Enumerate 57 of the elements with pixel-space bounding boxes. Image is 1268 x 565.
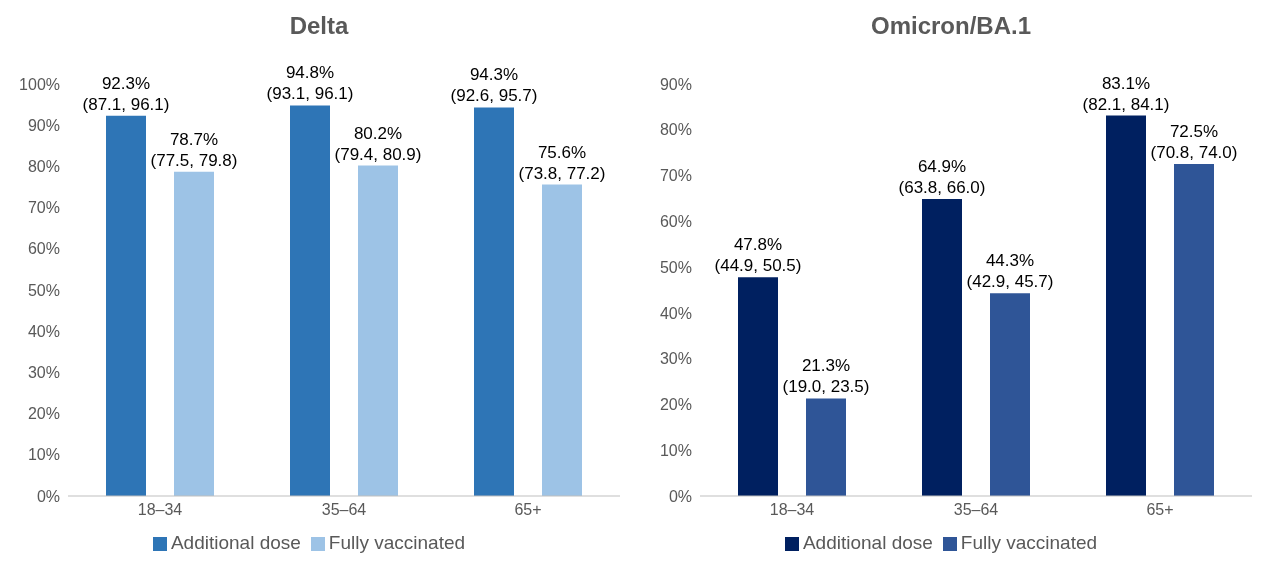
- y-tick-label: 80%: [27, 158, 60, 176]
- legend-label: Fully vaccinated: [960, 532, 1098, 553]
- y-tick-label: 70%: [659, 167, 692, 185]
- y-tick-label: 50%: [27, 281, 60, 299]
- y-tick-label: 10%: [27, 446, 60, 464]
- x-tick-label: 35–64: [321, 501, 367, 519]
- x-tick-label: 65+: [514, 501, 542, 519]
- x-tick-label: 65+: [1146, 501, 1174, 519]
- data-label: 83.1% (82.1, 84.1): [1082, 73, 1170, 114]
- bar: [806, 398, 846, 496]
- y-tick-label: 0%: [668, 487, 692, 505]
- legend-label: Additional dose: [170, 532, 301, 553]
- chart-title: Omicron/BA.1: [870, 11, 1032, 41]
- bar: [1174, 164, 1214, 496]
- y-tick-label: 90%: [27, 116, 60, 134]
- bar: [358, 165, 398, 496]
- y-tick-label: 40%: [27, 322, 60, 340]
- bar: [922, 198, 962, 496]
- bar: [990, 293, 1030, 496]
- y-tick-label: 30%: [27, 364, 60, 382]
- y-tick-label: 60%: [27, 240, 60, 258]
- y-tick-label: 80%: [659, 121, 692, 139]
- y-tick-label: 100%: [19, 75, 60, 93]
- bar: [174, 171, 214, 496]
- data-label: 94.3% (92.6, 95.7): [450, 65, 538, 106]
- bar: [106, 115, 146, 496]
- data-label: 75.6% (73.8, 77.2): [518, 142, 606, 183]
- data-label: 94.8% (93.1, 96.1): [266, 63, 354, 104]
- y-tick-label: 20%: [27, 405, 60, 423]
- data-label: 78.7% (77.5, 79.8): [150, 129, 238, 170]
- y-tick-label: 40%: [659, 304, 692, 322]
- data-label: 80.2% (79.4, 80.9): [334, 123, 422, 164]
- legend-label: Additional dose: [802, 532, 933, 553]
- data-label: 21.3% (19.0, 23.5): [782, 356, 870, 397]
- y-tick-label: 50%: [659, 258, 692, 276]
- x-tick-label: 18–34: [769, 501, 815, 519]
- chart-title: Delta: [288, 11, 350, 41]
- bar: [738, 277, 778, 496]
- data-label: 47.8% (44.9, 50.5): [714, 235, 802, 276]
- data-label: 92.3% (87.1, 96.1): [82, 73, 170, 114]
- data-label: 72.5% (70.8, 74.0): [1150, 122, 1238, 163]
- bar: [290, 105, 330, 496]
- x-tick-label: 35–64: [953, 501, 999, 519]
- y-tick-label: 70%: [27, 199, 60, 217]
- legend-label: Fully vaccinated: [328, 532, 466, 553]
- data-label: 64.9% (63.8, 66.0): [898, 156, 986, 197]
- y-tick-label: 0%: [36, 487, 60, 505]
- bar: [474, 107, 514, 496]
- y-tick-label: 60%: [659, 213, 692, 231]
- x-tick-label: 18–34: [137, 501, 183, 519]
- y-tick-label: 10%: [659, 441, 692, 459]
- data-label: 44.3% (42.9, 45.7): [966, 251, 1054, 292]
- bar: [1106, 115, 1146, 496]
- y-tick-label: 30%: [659, 350, 692, 368]
- y-tick-label: 90%: [659, 75, 692, 93]
- y-tick-label: 20%: [659, 396, 692, 414]
- bar: [542, 184, 582, 496]
